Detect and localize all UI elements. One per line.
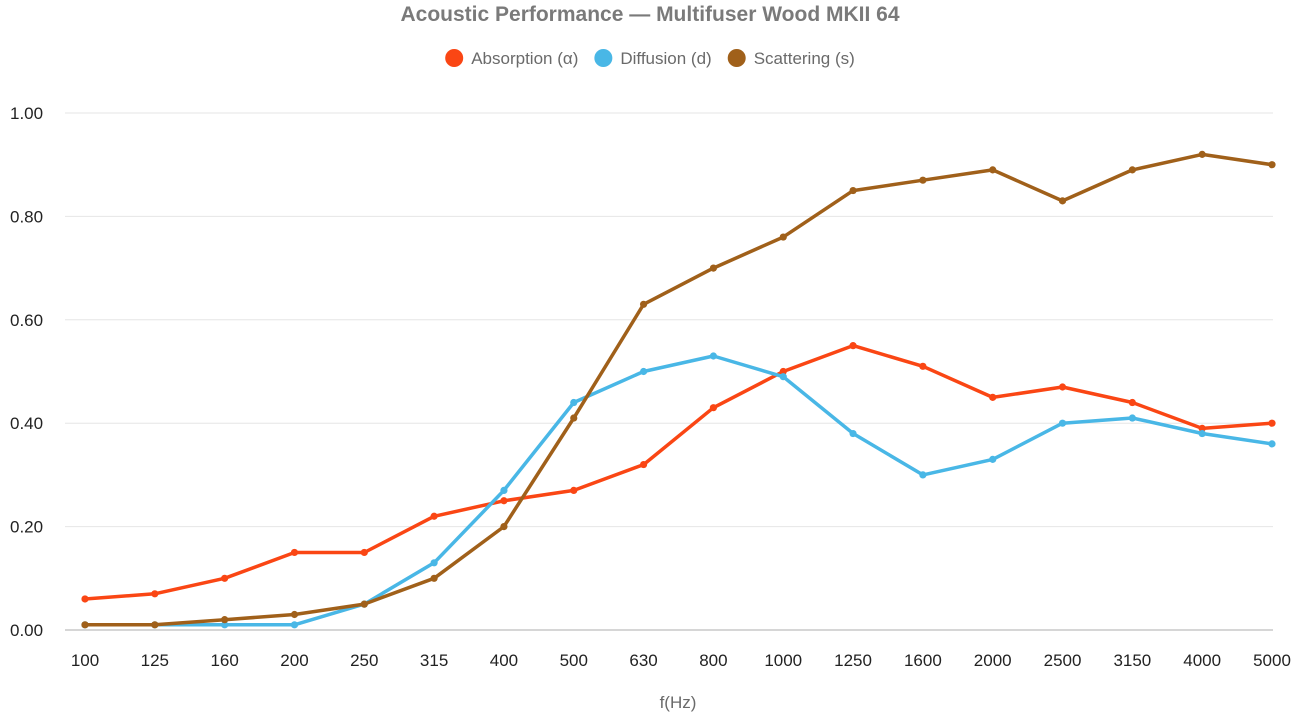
- data-point: [849, 429, 857, 438]
- legend-item-3: Scattering (s): [727, 49, 855, 68]
- series-line: [83, 343, 1274, 601]
- data-point: [430, 559, 438, 567]
- x-axis-title: f(Hz): [660, 693, 697, 712]
- data-point: [290, 548, 299, 557]
- legend-label: Absorption (α): [471, 49, 578, 68]
- data-point: [1268, 161, 1276, 169]
- chart-legend: Absorption (α) Diffusion (d) Scattering (s…: [445, 49, 855, 68]
- data-point: [1128, 414, 1136, 422]
- data-point: [1058, 197, 1067, 205]
- data-point: [989, 455, 997, 463]
- legend-marker: [445, 49, 464, 67]
- data-point: [151, 590, 159, 598]
- data-point: [1198, 429, 1206, 438]
- x-tick-label: 500: [560, 651, 588, 670]
- data-point: [989, 393, 997, 401]
- series-1: [81, 342, 1276, 603]
- data-point: [570, 486, 578, 495]
- data-point: [360, 600, 368, 608]
- x-tick-label: 125: [141, 651, 169, 670]
- y-tick-label: 0.40: [10, 414, 43, 433]
- x-tick-label: 200: [280, 651, 308, 670]
- series-3: [81, 150, 1276, 629]
- x-tick-label: 3150: [1113, 651, 1151, 670]
- data-point: [360, 548, 368, 557]
- data-point: [221, 574, 229, 582]
- data-point: [430, 512, 438, 520]
- data-point: [639, 460, 648, 469]
- data-point: [81, 621, 89, 629]
- data-point: [1198, 150, 1206, 158]
- series-group: [81, 150, 1276, 629]
- data-point: [1128, 166, 1136, 174]
- x-tick-label: 2500: [1044, 651, 1082, 670]
- x-tick-label: 800: [699, 651, 727, 670]
- x-tick-label: 315: [420, 651, 448, 670]
- legend-item-1: Absorption (α): [445, 49, 578, 68]
- chart-title: Acoustic Performance — Multifuser Wood M…: [400, 3, 899, 26]
- x-tick-label: 5000: [1253, 651, 1291, 670]
- y-tick-label: 0.20: [10, 518, 43, 537]
- data-point: [1268, 440, 1276, 448]
- data-point: [570, 414, 578, 422]
- y-tick-label: 0.80: [10, 207, 43, 226]
- data-point: [1058, 419, 1067, 427]
- data-point: [81, 595, 89, 603]
- data-point: [849, 186, 857, 195]
- data-point: [919, 362, 927, 370]
- series-line: [83, 354, 1274, 627]
- series-line: [83, 152, 1274, 627]
- x-axis-ticks: 100 125 160 200 250 315 400 500 630 800 1000 1250 16…: [71, 651, 1291, 670]
- data-point: [151, 621, 159, 629]
- data-point: [849, 342, 857, 350]
- data-point: [639, 300, 648, 308]
- legend-label: Diffusion (d): [620, 49, 711, 68]
- legend-label: Scattering (s): [754, 49, 855, 68]
- data-point: [290, 621, 299, 629]
- legend-item-2: Diffusion (d): [594, 49, 712, 68]
- data-point: [989, 166, 997, 174]
- x-tick-label: 1000: [764, 651, 802, 670]
- data-point: [221, 621, 229, 629]
- y-tick-label: 1.00: [10, 104, 43, 123]
- data-point: [779, 233, 787, 241]
- legend-marker: [594, 49, 613, 67]
- data-point: [1058, 383, 1067, 391]
- data-point: [221, 616, 229, 624]
- gridlines: [65, 112, 1273, 631]
- legend-marker: [727, 49, 746, 67]
- x-tick-label: 4000: [1183, 651, 1221, 670]
- x-tick-label: 100: [71, 651, 99, 670]
- y-axis-ticks: 0.00 0.20 0.40 0.60 0.80 1.00: [10, 104, 43, 640]
- y-tick-label: 0.60: [10, 311, 43, 330]
- data-point: [709, 404, 718, 412]
- data-point: [430, 574, 438, 582]
- x-tick-label: 1600: [904, 651, 942, 670]
- x-tick-label: 160: [210, 651, 238, 670]
- data-point: [639, 367, 648, 376]
- data-point: [500, 497, 508, 505]
- data-point: [1198, 424, 1206, 432]
- x-tick-label: 1250: [834, 651, 872, 670]
- data-point: [779, 367, 787, 376]
- x-tick-label: 400: [490, 651, 518, 670]
- data-point: [919, 471, 927, 479]
- x-tick-label: 250: [350, 651, 378, 670]
- data-point: [779, 373, 787, 381]
- data-point: [709, 352, 718, 360]
- data-point: [500, 523, 508, 531]
- data-point: [290, 610, 299, 619]
- x-tick-label: 630: [629, 651, 657, 670]
- data-point: [709, 264, 718, 272]
- data-point: [570, 398, 578, 407]
- data-point: [500, 486, 508, 495]
- x-tick-label: 2000: [974, 651, 1012, 670]
- data-point: [1268, 419, 1276, 427]
- y-tick-label: 0.00: [10, 621, 43, 640]
- data-point: [1128, 398, 1136, 407]
- data-point: [919, 176, 927, 184]
